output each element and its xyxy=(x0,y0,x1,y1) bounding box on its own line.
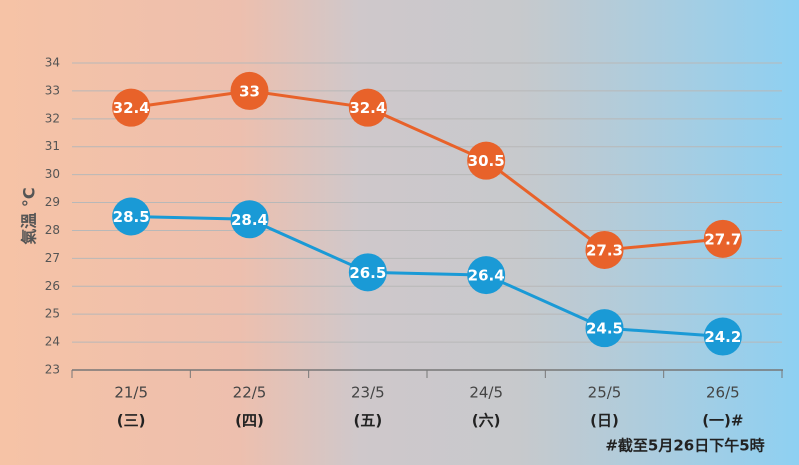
data-label: 32.4 xyxy=(113,99,150,117)
y-tick-label: 23 xyxy=(45,363,60,377)
y-tick-label: 24 xyxy=(45,335,60,349)
y-tick-label: 34 xyxy=(45,56,60,70)
y-tick-label: 32 xyxy=(45,111,60,125)
data-point xyxy=(348,253,387,292)
weekday-label: (一)# xyxy=(702,412,743,430)
data-label: 27.3 xyxy=(586,241,623,259)
data-label: 33 xyxy=(239,82,260,100)
data-label: 26.5 xyxy=(349,264,386,282)
data-label: 28.4 xyxy=(231,211,268,229)
data-point xyxy=(585,309,624,348)
x-tick-label: 25/5 xyxy=(588,384,622,402)
y-tick-label: 28 xyxy=(45,223,60,237)
series-line xyxy=(131,215,723,339)
x-tick-label: 23/5 xyxy=(351,384,385,402)
data-point xyxy=(230,71,269,110)
data-label: 26.4 xyxy=(468,267,505,285)
footnote: #截至5月26日下午5時 xyxy=(605,437,764,455)
y-tick-label: 29 xyxy=(45,195,60,209)
weekday-label: (日) xyxy=(590,412,619,430)
series-line xyxy=(130,89,723,252)
weekday-label: (六) xyxy=(472,412,501,430)
y-tick-label: 31 xyxy=(45,139,60,153)
data-label: 28.5 xyxy=(113,208,150,226)
x-tick-label: 24/5 xyxy=(469,384,503,402)
data-point xyxy=(230,200,269,239)
data-point xyxy=(112,88,151,127)
y-axis-label: 氣溫 °C xyxy=(20,187,39,244)
data-point xyxy=(703,317,742,356)
data-label: 24.2 xyxy=(704,328,741,346)
weekday-label: (五) xyxy=(353,412,382,430)
y-tick-label: 26 xyxy=(45,279,60,293)
data-point xyxy=(112,197,151,236)
y-tick-label: 25 xyxy=(45,307,60,321)
y-tick-label: 30 xyxy=(45,167,60,181)
y-tick-label: 27 xyxy=(45,251,60,265)
data-label: 30.5 xyxy=(468,152,505,170)
data-point xyxy=(467,141,506,180)
data-label: 32.4 xyxy=(349,99,386,117)
data-label: 27.7 xyxy=(704,230,741,248)
x-tick-label: 26/5 xyxy=(706,384,740,402)
x-tick-label: 22/5 xyxy=(233,384,267,402)
x-tick-label: 21/5 xyxy=(114,384,148,402)
weekday-label: (四) xyxy=(235,412,264,430)
data-point xyxy=(585,230,624,269)
data-label: 24.5 xyxy=(586,320,623,338)
y-tick-label: 33 xyxy=(45,83,60,97)
data-point xyxy=(703,219,742,258)
data-point xyxy=(348,88,387,127)
data-point xyxy=(467,256,506,295)
weekday-label: (三) xyxy=(117,412,146,430)
